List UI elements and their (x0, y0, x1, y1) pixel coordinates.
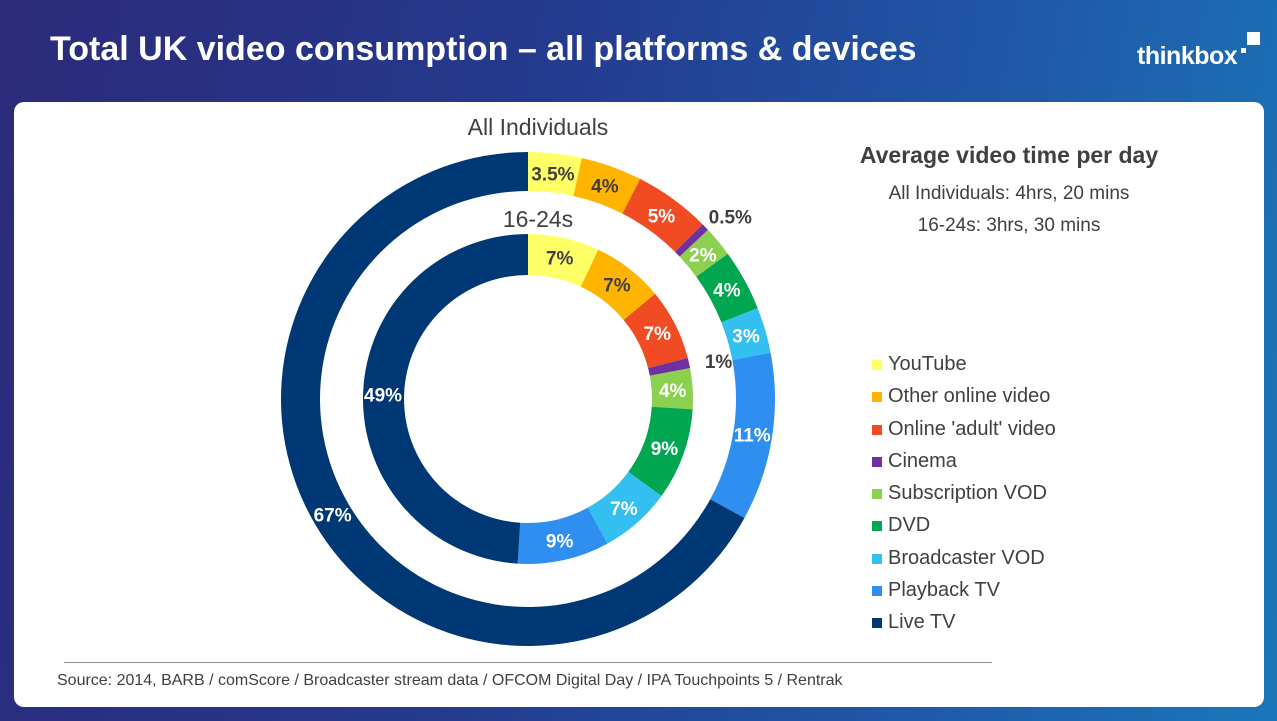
ring-title: 16-24s (503, 206, 573, 232)
donut-segment (528, 234, 599, 287)
donut-segment (649, 368, 693, 410)
legend-label: DVD (888, 514, 931, 537)
logo-dot-icon (1241, 48, 1246, 53)
legend-swatch (872, 424, 882, 435)
donut-segment (580, 249, 656, 320)
data-label: 3.5% (531, 164, 574, 185)
donut-segment (679, 229, 728, 277)
legend-swatch (872, 586, 882, 597)
data-label: 3% (732, 327, 760, 348)
legend-label: Subscription VOD (888, 482, 1047, 505)
legend-label: YouTube (888, 353, 967, 375)
data-label: 4% (659, 381, 687, 402)
donut-segment (517, 507, 608, 564)
legend-label: Broadcaster VOD (888, 546, 1045, 569)
data-label: 4% (591, 176, 619, 197)
summary-box: Average video time per day All Individua… (814, 142, 1204, 247)
legend-label: Live TV (888, 611, 956, 634)
source-note: Source: 2014, BARB / comScore / Broadcas… (57, 672, 843, 689)
legend-swatch (872, 456, 882, 467)
donut-segment (675, 224, 709, 257)
data-label: 7% (546, 248, 574, 269)
donut-segment (721, 308, 771, 361)
donut-segment (622, 178, 703, 252)
data-label: 11% (734, 426, 771, 447)
data-label: 9% (546, 532, 574, 553)
data-label: 1% (705, 352, 733, 373)
legend-label: Cinema (888, 449, 957, 472)
data-label: 67% (314, 506, 352, 527)
legend-label: Online 'adult' video (888, 417, 1056, 440)
donut-segment (363, 234, 528, 564)
donut-segment (696, 253, 758, 323)
legend-swatch (872, 618, 882, 629)
donut-segment (648, 357, 691, 376)
slide-title: Total UK video consumption – all platfor… (50, 30, 917, 68)
donut-chart: 3.5% 4% 5% 0.5% 2% 4% 3% 11% 67% All Individuals 7… (281, 114, 775, 647)
summary-all-individuals: All Individuals: 4hrs, 20 mins (888, 183, 1130, 204)
data-label: 9% (651, 439, 679, 460)
donut-segment (710, 352, 775, 518)
donut-segment (587, 471, 662, 544)
summary-16-24s: 16-24s: 3hrs, 30 mins (917, 215, 1101, 236)
legend-swatch (872, 521, 882, 532)
legend-swatch (872, 360, 882, 370)
source-divider (64, 662, 992, 663)
logo-square-icon (1247, 32, 1260, 45)
data-label: 7% (610, 499, 638, 520)
legend-label: Other online video (888, 385, 1051, 408)
data-label: 0.5% (709, 208, 752, 229)
legend-label: Playback TV (888, 579, 1000, 602)
data-label: 49% (364, 385, 402, 406)
content-panel: 3.5% 4% 5% 0.5% 2% 4% 3% 11% 67% All Individuals 7… (14, 102, 1264, 707)
ring-title: All Individuals (468, 114, 609, 140)
legend-swatch (872, 553, 882, 564)
legend-swatch (872, 489, 882, 500)
donut-segment (573, 157, 641, 214)
legend-swatch (872, 392, 882, 403)
donut-segment (528, 152, 582, 197)
data-label: 2% (689, 245, 717, 266)
data-label: 7% (603, 275, 631, 296)
data-label: 4% (713, 281, 741, 302)
donut-segment (628, 406, 693, 496)
data-label: 5% (648, 206, 676, 227)
thinkbox-logo: thinkbox (1137, 32, 1267, 78)
data-label: 7% (643, 324, 671, 345)
logo-text: thinkbox (1137, 42, 1238, 70)
donut-segment (623, 293, 688, 369)
summary-heading: Average video time per day (859, 142, 1159, 168)
